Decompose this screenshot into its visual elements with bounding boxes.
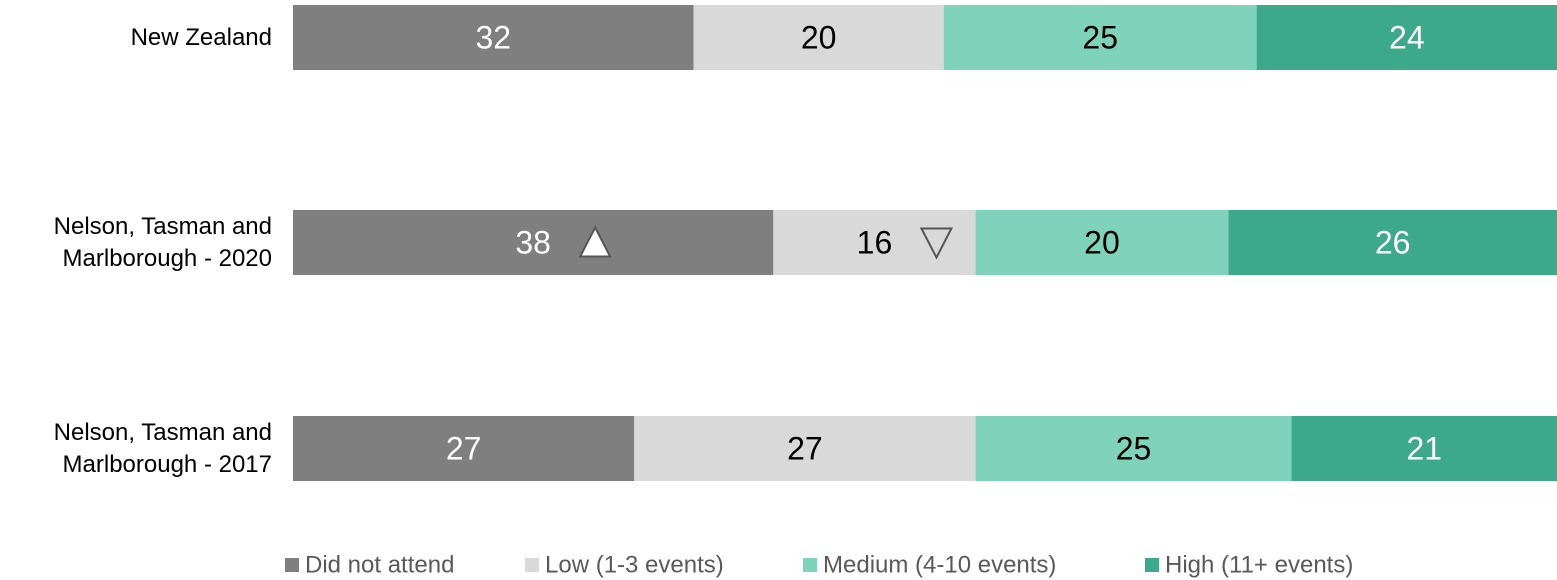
value-label: 24 — [1389, 20, 1425, 56]
legend-swatch — [285, 558, 299, 572]
legend-swatch — [1145, 558, 1159, 572]
legend-swatch — [525, 558, 539, 572]
legend-label: Low (1-3 events) — [545, 552, 724, 579]
bar-segment — [293, 416, 635, 481]
bar-segment — [943, 5, 1257, 70]
value-label: 38 — [515, 225, 551, 261]
value-label: 20 — [1084, 225, 1120, 261]
legend-label: Medium (4-10 events) — [823, 552, 1056, 579]
category-label: Nelson, Tasman and Marlborough - 2017 — [53, 418, 272, 478]
significance-marker — [919, 227, 954, 260]
value-label: 27 — [446, 431, 482, 467]
bar-segment — [1228, 210, 1557, 275]
bar-segment — [293, 210, 774, 275]
bar-segment — [293, 5, 694, 70]
value-label: 26 — [1375, 225, 1411, 261]
category-label: New Zealand — [130, 23, 272, 51]
bar-segment — [693, 5, 944, 70]
bar-segment — [773, 210, 976, 275]
significance-marker — [578, 225, 612, 258]
legend-swatch — [803, 558, 817, 572]
bar-segment — [975, 416, 1292, 481]
value-label: 25 — [1082, 20, 1118, 56]
value-label: 16 — [857, 225, 893, 261]
bar-segment — [1291, 416, 1557, 481]
value-label: 21 — [1406, 431, 1442, 467]
bar-segment — [634, 416, 976, 481]
bar-segment — [1256, 5, 1557, 70]
value-label: 20 — [801, 20, 837, 56]
bar-segment — [975, 210, 1229, 275]
value-label: 27 — [787, 431, 823, 467]
value-label: 25 — [1116, 431, 1152, 467]
legend-label: Did not attend — [305, 552, 454, 579]
category-label: Nelson, Tasman and Marlborough - 2020 — [53, 212, 272, 272]
legend-label: High (11+ events) — [1165, 552, 1353, 579]
value-label: 32 — [475, 20, 511, 56]
